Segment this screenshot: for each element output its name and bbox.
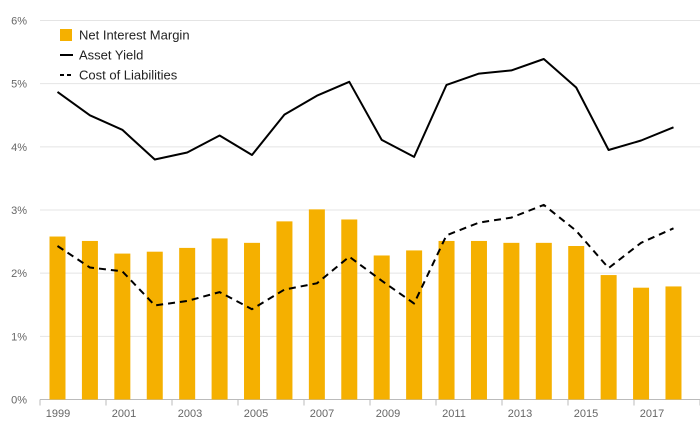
line-cost-of-liabilities <box>56 203 674 311</box>
line-asset-yield <box>56 58 674 161</box>
bar-net-interest-margin <box>146 251 163 400</box>
bar-net-interest-margin <box>600 275 617 400</box>
legend-item-cost-of-liabilities: Cost of Liabilities <box>60 68 178 83</box>
x-tick-label: 2015 <box>574 408 598 420</box>
bar-net-interest-margin <box>276 221 293 400</box>
legend-label: Asset Yield <box>79 48 143 63</box>
bar-net-interest-margin <box>179 247 196 400</box>
y-tick-label: 0% <box>11 395 27 407</box>
x-tick-label: 2017 <box>640 408 664 420</box>
bar-net-interest-margin <box>470 240 487 400</box>
y-tick-label: 6% <box>11 16 27 28</box>
legend-item-net-interest-margin: Net Interest Margin <box>60 28 190 43</box>
bar-net-interest-margin <box>503 242 520 400</box>
bar-net-interest-margin <box>665 286 682 400</box>
bar-net-interest-margin <box>49 236 66 400</box>
bar-net-interest-margin <box>341 219 358 400</box>
bar-series <box>49 209 682 400</box>
bar-net-interest-margin <box>114 253 131 400</box>
x-tick-label: 2005 <box>244 408 268 420</box>
bar-net-interest-margin <box>438 240 455 400</box>
bar-net-interest-margin <box>535 242 552 400</box>
bar-net-interest-margin <box>81 240 98 400</box>
line-series <box>56 58 674 311</box>
legend-item-asset-yield: Asset Yield <box>60 48 143 63</box>
y-tick-label: 4% <box>11 142 27 154</box>
y-tick-label: 3% <box>11 205 27 217</box>
x-tick-label: 2003 <box>178 408 202 420</box>
legend-swatch <box>60 29 72 41</box>
y-tick-label: 1% <box>11 331 27 343</box>
bar-net-interest-margin <box>568 246 585 400</box>
legend-label: Cost of Liabilities <box>79 68 178 83</box>
bar-net-interest-margin <box>308 209 325 400</box>
legend-label: Net Interest Margin <box>79 28 190 43</box>
y-tick-label: 2% <box>11 268 27 280</box>
x-tick-label: 1999 <box>46 408 70 420</box>
x-tick-label: 2007 <box>310 408 334 420</box>
bar-net-interest-margin <box>244 242 261 400</box>
bar-net-interest-margin <box>211 238 228 400</box>
bar-net-interest-margin <box>633 287 650 400</box>
x-tick-label: 2013 <box>508 408 532 420</box>
bar-net-interest-margin <box>373 255 390 400</box>
legend: Net Interest Margin Asset Yield Cost of Li… <box>60 28 190 83</box>
x-tick-label: 2011 <box>442 408 466 420</box>
x-tick-label: 2009 <box>376 408 400 420</box>
bar-net-interest-margin <box>406 250 423 400</box>
y-tick-label: 5% <box>11 79 27 91</box>
x-axis: 1999 2001 2003 2005 2007 2009 2011 2013 2015 2017 <box>39 399 700 420</box>
y-axis: 0% 1% 2% 3% 4% 5% 6% <box>11 16 27 407</box>
x-tick-label: 2001 <box>112 408 136 420</box>
